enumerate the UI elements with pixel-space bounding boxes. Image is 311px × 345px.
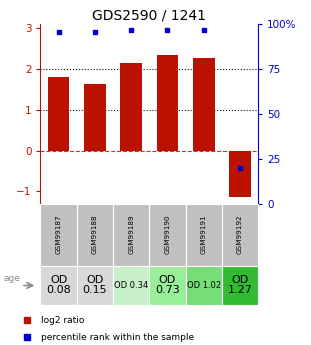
Bar	[222, 204, 258, 266]
Bar	[120, 63, 142, 150]
Title: GDS2590 / 1241: GDS2590 / 1241	[92, 9, 206, 23]
Text: OD
0.08: OD 0.08	[46, 276, 71, 295]
Text: OD
0.73: OD 0.73	[155, 276, 180, 295]
Bar	[222, 266, 258, 305]
Bar	[149, 266, 186, 305]
Bar	[193, 58, 215, 150]
Bar	[113, 204, 149, 266]
Text: GSM99189: GSM99189	[128, 215, 134, 254]
Bar	[156, 55, 178, 150]
Text: percentile rank within the sample: percentile rank within the sample	[41, 333, 194, 342]
Text: GSM99190: GSM99190	[165, 215, 170, 254]
Text: age: age	[3, 274, 20, 283]
Text: log2 ratio: log2 ratio	[41, 316, 85, 325]
Bar	[48, 77, 69, 150]
Bar	[229, 150, 251, 197]
Text: OD 0.34: OD 0.34	[114, 281, 148, 290]
Text: GSM99192: GSM99192	[237, 215, 243, 254]
Bar	[77, 266, 113, 305]
Bar	[84, 85, 106, 150]
Text: GSM99191: GSM99191	[201, 215, 207, 254]
Bar	[149, 204, 186, 266]
Text: GSM99187: GSM99187	[56, 215, 62, 254]
Text: GSM99188: GSM99188	[92, 215, 98, 254]
Bar	[186, 266, 222, 305]
Bar	[40, 266, 77, 305]
Bar	[113, 266, 149, 305]
Bar	[77, 204, 113, 266]
Text: OD
1.27: OD 1.27	[228, 276, 253, 295]
Text: OD 1.02: OD 1.02	[187, 281, 221, 290]
Bar	[186, 204, 222, 266]
Bar	[40, 204, 77, 266]
Text: OD
0.15: OD 0.15	[82, 276, 107, 295]
